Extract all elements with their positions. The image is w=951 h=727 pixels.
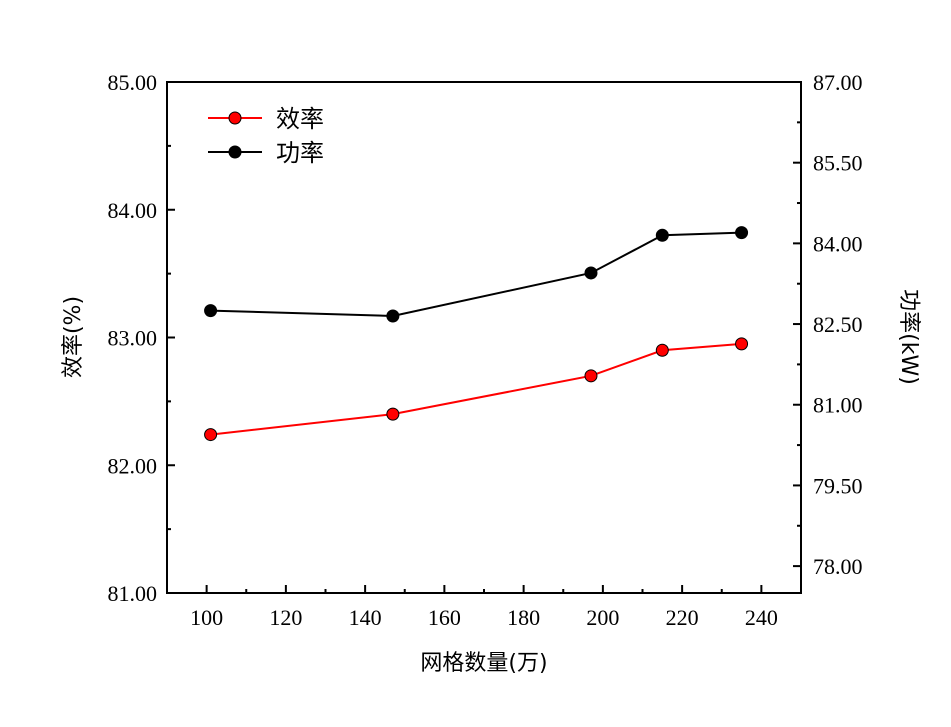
x-axis-title: 网格数量(万)	[420, 651, 547, 676]
y-axis-left-title: 效率(%)	[61, 296, 86, 378]
x-tick-label: 200	[586, 605, 619, 630]
y-left-tick-label: 85.00	[108, 70, 158, 95]
series-2-point	[386, 309, 400, 323]
y-right-tick-label: 82.50	[813, 312, 863, 337]
series-2-point	[655, 228, 669, 242]
x-tick-label: 120	[269, 605, 302, 630]
plot-frame	[166, 81, 802, 594]
x-tick-label: 240	[745, 605, 778, 630]
series-line-2	[210, 231, 742, 317]
y-right-tick-label: 78.00	[813, 554, 863, 579]
y-right-tick-label: 81.00	[813, 393, 863, 418]
x-tick-label: 160	[428, 605, 461, 630]
series-2-point	[735, 226, 749, 240]
x-tick-label: 180	[507, 605, 540, 630]
y-left-tick-label: 83.00	[108, 326, 158, 351]
series-1-point	[386, 407, 400, 421]
legend-label-2: 功率	[276, 139, 324, 167]
y-axis-right: 78.00 79.50 81.00 82.50 84.00 85.50 87.00	[793, 70, 863, 579]
y-left-tick-label: 84.00	[108, 198, 158, 223]
series-2-point	[584, 266, 598, 280]
series-2-point	[204, 304, 218, 318]
y-left-tick-label: 81.00	[108, 581, 158, 606]
plot-border	[166, 81, 802, 594]
y-axis-left: 81.00 82.00 83.00 84.00 85.00	[108, 70, 175, 606]
series-1-point	[655, 343, 669, 357]
y-right-tick-label: 84.00	[813, 231, 863, 256]
y-axis-right-title: 功率(kW)	[896, 289, 921, 385]
y-right-tick-label: 79.50	[813, 473, 863, 498]
y-right-tick-label: 85.50	[813, 151, 863, 176]
legend-marker-1	[228, 111, 242, 125]
legend-label-1: 效率	[276, 105, 324, 133]
series-line-1	[210, 342, 742, 436]
x-tick-label: 140	[349, 605, 382, 630]
x-tick-label: 220	[666, 605, 699, 630]
x-tick-label: 100	[190, 605, 223, 630]
series-1-point	[204, 428, 218, 442]
y-right-tick-label: 87.00	[813, 70, 863, 95]
legend-marker-2	[228, 145, 242, 159]
series-1-point	[735, 337, 749, 351]
x-axis: 100 120 140 160 180 200 220 240	[190, 585, 778, 630]
y-left-tick-label: 82.00	[108, 453, 158, 478]
series-layer	[204, 226, 749, 442]
series-1-point	[584, 369, 598, 383]
